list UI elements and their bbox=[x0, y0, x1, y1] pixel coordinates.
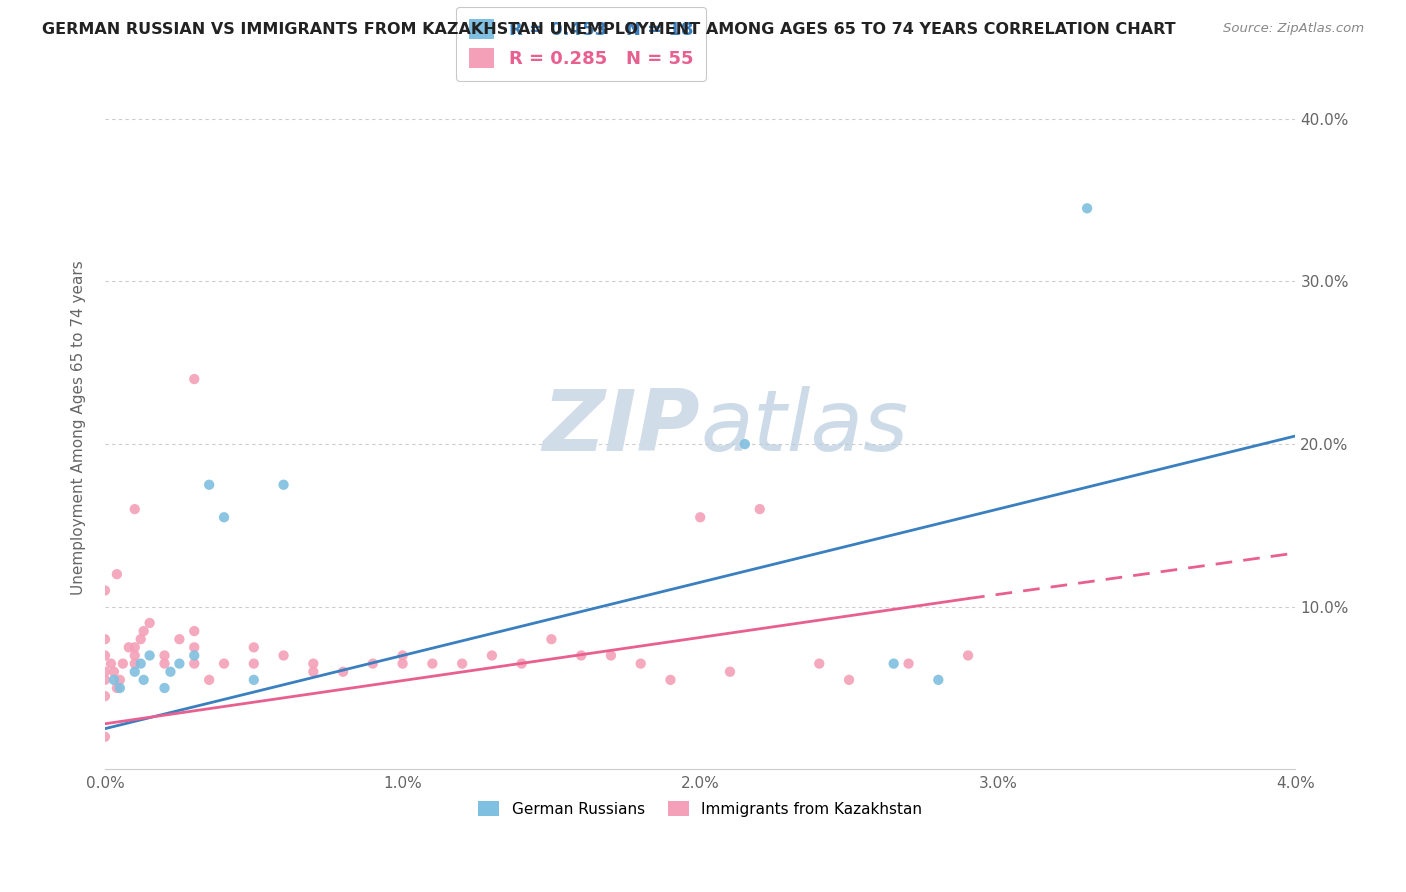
Point bbox=[927, 673, 949, 687]
Point bbox=[124, 657, 146, 671]
Point bbox=[212, 657, 235, 671]
Point bbox=[138, 648, 160, 663]
Point bbox=[105, 681, 128, 695]
Text: Source: ZipAtlas.com: Source: ZipAtlas.com bbox=[1223, 22, 1364, 36]
Point bbox=[105, 567, 128, 582]
Point bbox=[108, 673, 131, 687]
Point bbox=[748, 502, 770, 516]
Point bbox=[94, 673, 117, 687]
Point bbox=[103, 673, 125, 687]
Point bbox=[94, 689, 117, 703]
Point bbox=[94, 665, 117, 679]
Point bbox=[183, 372, 205, 386]
Point bbox=[540, 632, 562, 647]
Point bbox=[94, 632, 117, 647]
Point bbox=[243, 640, 266, 655]
Point bbox=[302, 665, 325, 679]
Point bbox=[481, 648, 503, 663]
Point bbox=[808, 657, 831, 671]
Point bbox=[243, 657, 266, 671]
Point bbox=[159, 665, 181, 679]
Point bbox=[361, 657, 384, 671]
Point bbox=[838, 673, 860, 687]
Y-axis label: Unemployment Among Ages 65 to 74 years: Unemployment Among Ages 65 to 74 years bbox=[72, 260, 86, 595]
Point bbox=[124, 640, 146, 655]
Point bbox=[302, 657, 325, 671]
Point bbox=[124, 665, 146, 679]
Point bbox=[108, 681, 131, 695]
Point bbox=[183, 657, 205, 671]
Point bbox=[183, 648, 205, 663]
Point bbox=[1076, 202, 1098, 216]
Point bbox=[569, 648, 592, 663]
Point bbox=[273, 648, 295, 663]
Point bbox=[169, 632, 191, 647]
Point bbox=[100, 657, 122, 671]
Point bbox=[183, 640, 205, 655]
Point bbox=[243, 673, 266, 687]
Point bbox=[124, 648, 146, 663]
Point bbox=[391, 648, 413, 663]
Point bbox=[689, 510, 711, 524]
Point bbox=[391, 657, 413, 671]
Point bbox=[718, 665, 741, 679]
Point bbox=[630, 657, 652, 671]
Point bbox=[129, 657, 152, 671]
Point bbox=[153, 657, 176, 671]
Text: ZIP: ZIP bbox=[543, 386, 700, 469]
Point bbox=[422, 657, 444, 671]
Point bbox=[138, 615, 160, 630]
Point bbox=[212, 510, 235, 524]
Text: GERMAN RUSSIAN VS IMMIGRANTS FROM KAZAKHSTAN UNEMPLOYMENT AMONG AGES 65 TO 74 YE: GERMAN RUSSIAN VS IMMIGRANTS FROM KAZAKH… bbox=[42, 22, 1175, 37]
Point bbox=[183, 624, 205, 638]
Point bbox=[510, 657, 533, 671]
Point bbox=[659, 673, 682, 687]
Point bbox=[451, 657, 474, 671]
Point bbox=[118, 640, 141, 655]
Point bbox=[132, 624, 155, 638]
Point bbox=[198, 673, 221, 687]
Point bbox=[169, 657, 191, 671]
Point bbox=[273, 477, 295, 491]
Point bbox=[332, 665, 354, 679]
Point bbox=[734, 437, 756, 451]
Point bbox=[94, 648, 117, 663]
Point bbox=[883, 657, 905, 671]
Point bbox=[111, 657, 134, 671]
Point bbox=[132, 673, 155, 687]
Point bbox=[94, 730, 117, 744]
Point bbox=[198, 477, 221, 491]
Point bbox=[153, 648, 176, 663]
Point bbox=[124, 502, 146, 516]
Point bbox=[129, 632, 152, 647]
Point bbox=[103, 665, 125, 679]
Point bbox=[94, 583, 117, 598]
Text: atlas: atlas bbox=[700, 386, 908, 469]
Point bbox=[153, 681, 176, 695]
Point bbox=[957, 648, 980, 663]
Point bbox=[897, 657, 920, 671]
Legend: German Russians, Immigrants from Kazakhstan: German Russians, Immigrants from Kazakhs… bbox=[472, 796, 928, 823]
Point bbox=[600, 648, 623, 663]
